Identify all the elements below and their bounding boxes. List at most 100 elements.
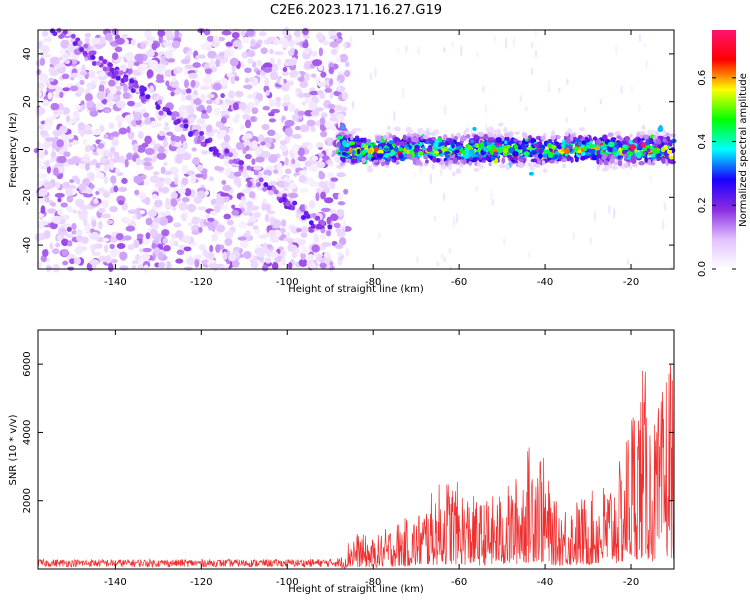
- spectrogram-cell: [433, 215, 437, 221]
- spectrogram-cell: [49, 56, 60, 65]
- spectrogram-cell: [83, 129, 94, 135]
- spectrogram-cell: [34, 233, 43, 242]
- spectrogram-cell: [48, 116, 57, 121]
- spectrogram-cell: [198, 244, 206, 251]
- spectrogram-cell: [310, 111, 320, 116]
- spectrogram-cell: [431, 163, 436, 170]
- spectrogram-cell: [572, 231, 575, 241]
- spectrogram-cell: [513, 143, 518, 150]
- spectrogram-cell: [319, 262, 327, 269]
- spectrogram-cell: [442, 192, 446, 202]
- spectrogram-cell: [626, 154, 631, 161]
- spectrogram-cell: [127, 131, 135, 140]
- spectrogram-cell: [123, 235, 132, 241]
- spectrogram-cell: [120, 216, 131, 224]
- spectrogram-cell: [247, 180, 253, 188]
- spectrogram-cell: [596, 149, 601, 155]
- spectrogram-cell: [337, 136, 343, 140]
- spectrogram-cell: [405, 149, 411, 155]
- spectrogram-cell: [417, 45, 420, 56]
- spectrogram-cell: [440, 168, 443, 177]
- spectrogram-cell: [244, 153, 252, 160]
- spectrogram-cell: [183, 66, 189, 76]
- spectrogram-cell: [299, 188, 309, 193]
- spectrogram-cell: [146, 69, 154, 79]
- spectrogram-cell: [369, 72, 373, 81]
- spectrogram-cell: [41, 249, 49, 257]
- spectrogram-cell: [141, 142, 149, 148]
- spectrogram-cell: [256, 39, 263, 45]
- spectrogram-cell: [86, 223, 91, 232]
- spectrogram-cell: [93, 76, 98, 85]
- spectrogram-cell: [253, 211, 261, 218]
- spectrogram-cell: [103, 175, 109, 185]
- spectrogram-cell: [260, 47, 268, 55]
- spectrogram-cell: [262, 186, 268, 192]
- spectrogram-cell: [104, 108, 111, 114]
- spectrogram-cell: [541, 160, 546, 166]
- spectrogram-cell: [618, 137, 624, 142]
- spectrogram-cell: [278, 167, 283, 176]
- spectrogram-cell: [158, 67, 164, 75]
- spectrogram-cell: [80, 157, 91, 163]
- spectrogram-cell: [641, 124, 646, 131]
- spectrogram-cell: [620, 85, 623, 94]
- spectrogram-cell: [244, 119, 252, 129]
- spectrogram-cell: [418, 151, 424, 156]
- spectrogram-cell: [39, 129, 49, 136]
- spectrogram-cell: [388, 133, 393, 139]
- spectrogram-cell: [319, 219, 325, 225]
- spectrogram-cell: [554, 150, 559, 155]
- spectrogram-cell: [46, 37, 53, 43]
- spectrogram-cell: [329, 41, 339, 48]
- spectrogram-cell: [133, 83, 139, 89]
- spectrogram-cell: [336, 208, 345, 217]
- spectrogram-cell: [99, 156, 107, 164]
- spectrogram-cell: [432, 156, 437, 163]
- spectrogram-cell: [514, 131, 520, 135]
- spectrogram-cell: [503, 132, 511, 138]
- spectrogram-cell: [247, 94, 255, 99]
- spectrogram-cell: [232, 40, 241, 48]
- spectrogram-cell: [249, 116, 256, 122]
- spectrogram-cell: [388, 140, 395, 145]
- spectrogram-cell: [578, 141, 582, 148]
- spectrogram-cell: [387, 125, 391, 131]
- spectrogram-cell: [284, 156, 289, 166]
- spectrogram-cell: [274, 132, 282, 142]
- spectrogram-cell: [649, 174, 652, 184]
- spectrogram-cell: [534, 30, 537, 38]
- spectrogram-cell: [657, 144, 662, 149]
- spectrogram-cell: [232, 102, 239, 111]
- spectrogram-cell: [72, 175, 79, 181]
- spectrogram-cell: [111, 258, 118, 264]
- spectrogram-cell: [268, 112, 274, 117]
- spectrogram-cell: [240, 199, 246, 206]
- spectrogram-cell: [192, 156, 201, 166]
- spectrogram-cell: [59, 125, 68, 134]
- spectrogram-cell: [246, 206, 252, 213]
- spectrogram-cell: [128, 68, 133, 75]
- spectrogram-cell: [443, 46, 446, 53]
- spectrogram-cell: [131, 260, 139, 265]
- spectrogram-cell: [432, 129, 440, 135]
- spectrogram-cell: [607, 164, 613, 169]
- spectrogram-cell: [36, 81, 45, 90]
- spectrogram-cell: [238, 221, 247, 229]
- spectrogram-cell: [340, 106, 348, 112]
- spectrogram-cell: [612, 146, 618, 152]
- spectrogram-cell: [279, 140, 288, 146]
- spectrogram-cell: [144, 135, 152, 145]
- spectrogram-cell: [321, 241, 332, 247]
- spectrogram-cell: [321, 40, 331, 46]
- spectrogram-cell: [336, 172, 346, 178]
- spectrogram-cell: [54, 181, 61, 189]
- spectrogram-cell: [156, 152, 167, 160]
- spectrogram-cell: [270, 251, 279, 259]
- spectrogram-cell: [607, 146, 613, 153]
- spectrogram-cell: [337, 117, 341, 129]
- spectrogram-cell: [333, 222, 341, 228]
- spectrogram-cell: [344, 69, 351, 78]
- spectrogram-cell: [286, 128, 293, 137]
- spectrogram-cell: [528, 135, 532, 140]
